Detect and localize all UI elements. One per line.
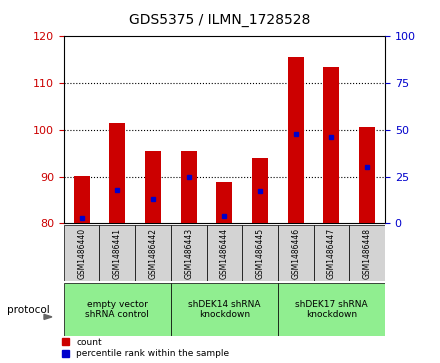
Text: GSM1486445: GSM1486445 <box>256 228 264 279</box>
Bar <box>242 225 278 281</box>
Bar <box>278 225 314 281</box>
Bar <box>314 225 349 281</box>
Bar <box>181 151 197 223</box>
Bar <box>145 151 161 223</box>
Bar <box>288 57 304 223</box>
Text: GSM1486444: GSM1486444 <box>220 228 229 279</box>
Text: GSM1486441: GSM1486441 <box>113 228 122 279</box>
Text: GSM1486442: GSM1486442 <box>149 228 158 279</box>
Bar <box>109 123 125 223</box>
Bar <box>171 283 278 336</box>
Bar <box>278 283 385 336</box>
Text: protocol: protocol <box>7 305 49 315</box>
Bar <box>359 127 375 223</box>
Bar <box>99 225 135 281</box>
Text: GSM1486447: GSM1486447 <box>327 228 336 279</box>
Bar <box>73 176 90 223</box>
Bar <box>135 225 171 281</box>
Bar <box>349 225 385 281</box>
Bar <box>216 182 232 223</box>
Text: GSM1486443: GSM1486443 <box>184 228 193 279</box>
Polygon shape <box>44 314 52 319</box>
Legend: count, percentile rank within the sample: count, percentile rank within the sample <box>62 338 229 359</box>
Text: GSM1486440: GSM1486440 <box>77 228 86 279</box>
Text: shDEK14 shRNA
knockdown: shDEK14 shRNA knockdown <box>188 300 260 319</box>
Bar <box>64 225 99 281</box>
Bar <box>64 283 171 336</box>
Text: shDEK17 shRNA
knockdown: shDEK17 shRNA knockdown <box>295 300 368 319</box>
Text: GSM1486448: GSM1486448 <box>363 228 372 279</box>
Bar <box>206 225 242 281</box>
Bar <box>171 225 206 281</box>
Text: GDS5375 / ILMN_1728528: GDS5375 / ILMN_1728528 <box>129 13 311 27</box>
Bar <box>323 67 340 223</box>
Text: GSM1486446: GSM1486446 <box>291 228 300 279</box>
Text: empty vector
shRNA control: empty vector shRNA control <box>85 300 149 319</box>
Bar <box>252 158 268 223</box>
